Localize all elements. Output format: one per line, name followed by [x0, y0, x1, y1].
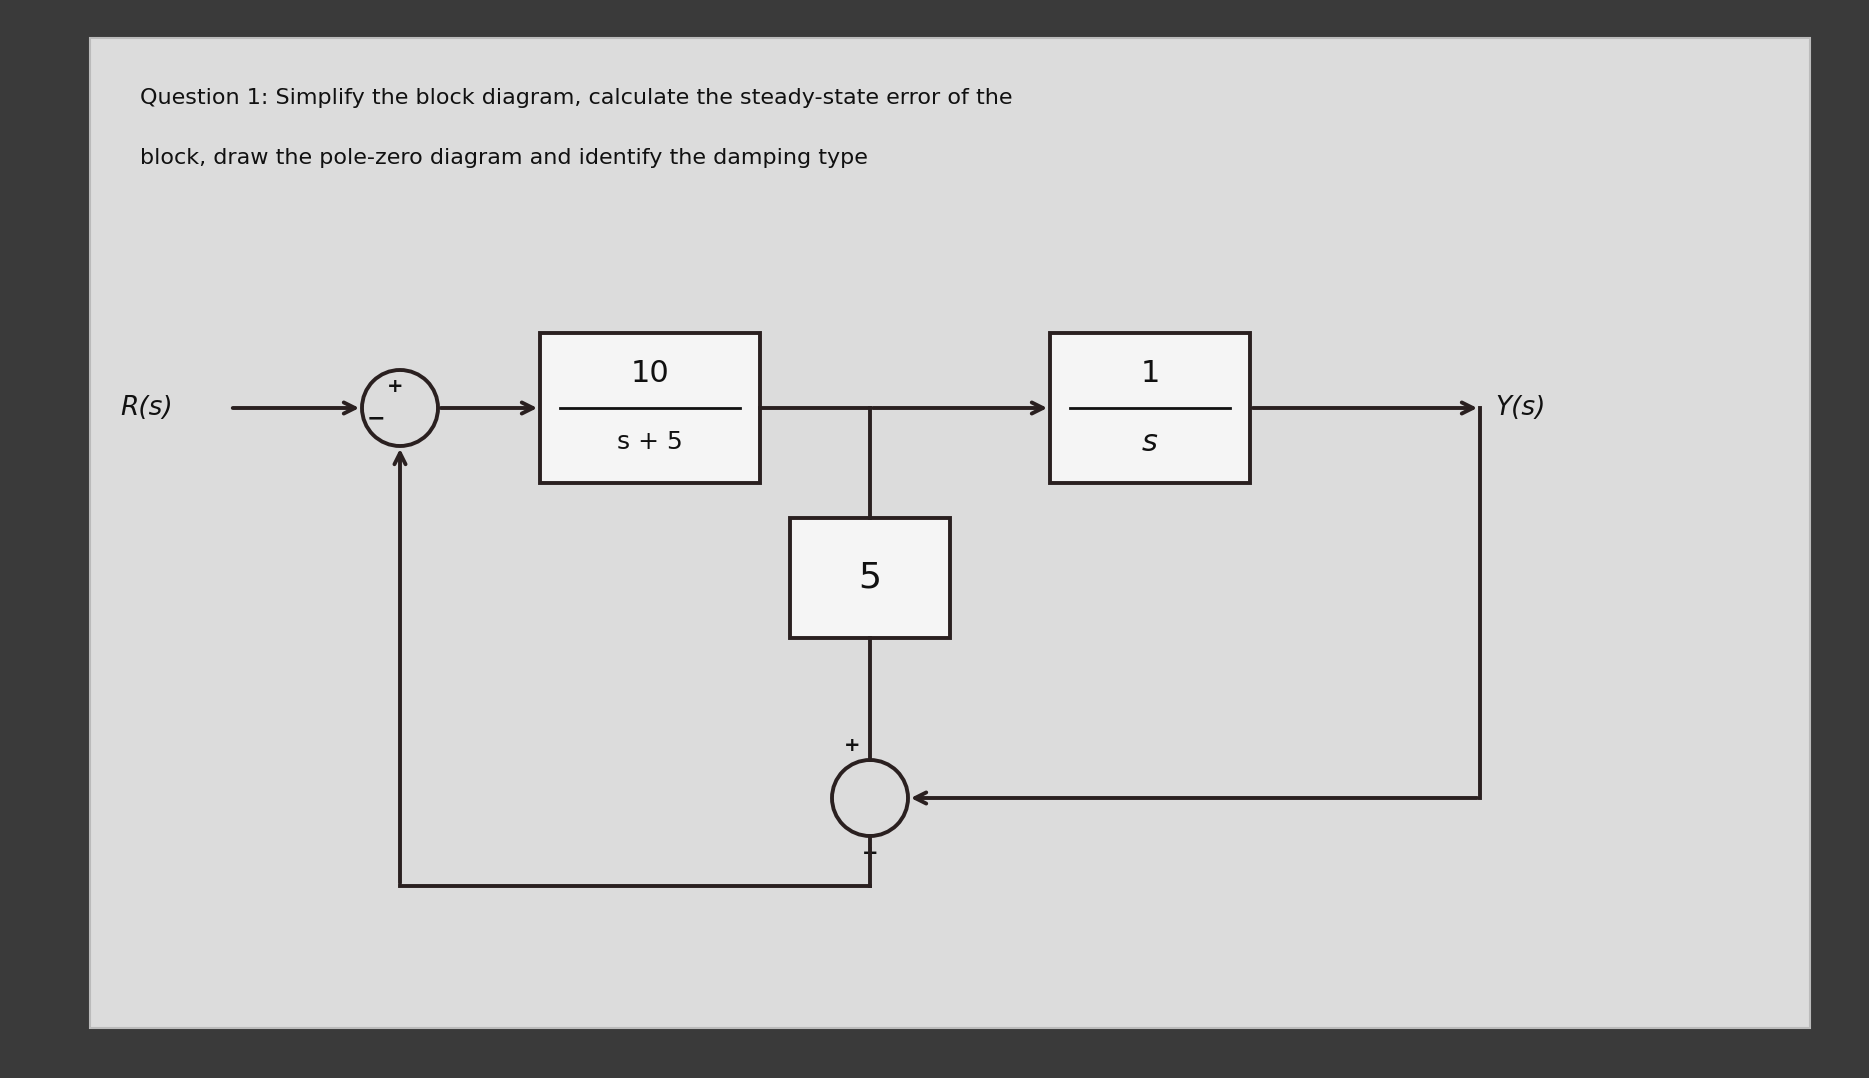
- Text: R(s): R(s): [120, 395, 172, 421]
- FancyBboxPatch shape: [90, 38, 1809, 1028]
- Text: s: s: [1142, 428, 1159, 457]
- Text: 10: 10: [630, 359, 669, 388]
- Text: +: +: [862, 844, 878, 863]
- Text: Y(s): Y(s): [1495, 395, 1546, 421]
- FancyBboxPatch shape: [1050, 333, 1250, 483]
- FancyBboxPatch shape: [540, 333, 761, 483]
- Text: +: +: [843, 736, 860, 755]
- Text: −: −: [366, 407, 385, 428]
- Text: block, draw the pole-zero diagram and identify the damping type: block, draw the pole-zero diagram and id…: [140, 148, 867, 168]
- Text: 1: 1: [1140, 359, 1159, 388]
- Text: s + 5: s + 5: [617, 430, 682, 455]
- FancyBboxPatch shape: [791, 519, 949, 638]
- Text: Question 1: Simplify the block diagram, calculate the steady-state error of the: Question 1: Simplify the block diagram, …: [140, 88, 1013, 108]
- Text: 5: 5: [858, 561, 882, 595]
- Text: +: +: [387, 377, 404, 396]
